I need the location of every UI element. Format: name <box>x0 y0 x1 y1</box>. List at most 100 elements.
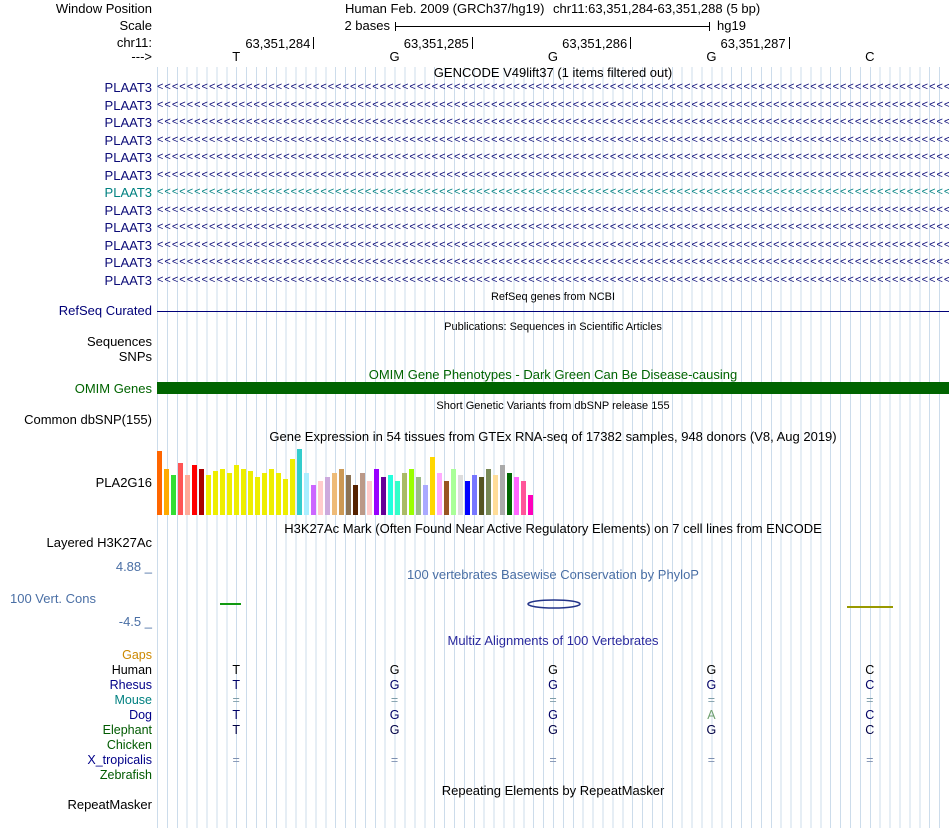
refseq-curated-label[interactable]: RefSeq Curated <box>58 303 152 318</box>
repeatmasker-label[interactable]: RepeatMasker <box>67 797 152 812</box>
gtex-tissue-bar[interactable] <box>451 469 456 515</box>
alignment-species-label[interactable]: Chicken <box>106 738 152 752</box>
gtex-tissue-bar[interactable] <box>304 473 309 515</box>
layered-h3k27ac-label[interactable]: Layered H3K27Ac <box>46 535 152 550</box>
gtex-tissue-bar[interactable] <box>360 473 365 515</box>
gtex-tissue-bar[interactable] <box>507 473 512 515</box>
alignment-species-label[interactable]: Human <box>111 663 152 677</box>
conservation-track-title[interactable]: 100 vertebrates Basewise Conservation by… <box>407 567 699 582</box>
gencode-transcript-arrows[interactable]: <<<<<<<<<<<<<<<<<<<<<<<<<<<<<<<<<<<<<<<<… <box>157 98 949 111</box>
gtex-tissue-bar[interactable] <box>234 465 239 515</box>
gtex-tissue-bar[interactable] <box>276 473 281 515</box>
alignment-species-label[interactable]: X_tropicalis <box>87 753 152 767</box>
gencode-transcript-label[interactable]: PLAAT3 <box>104 272 152 288</box>
gtex-tissue-bar[interactable] <box>227 473 232 515</box>
gencode-transcript-arrows[interactable]: <<<<<<<<<<<<<<<<<<<<<<<<<<<<<<<<<<<<<<<<… <box>157 81 949 93</box>
gtex-tissue-bar[interactable] <box>374 469 379 515</box>
gtex-tissue-bar[interactable] <box>192 465 197 515</box>
alignment-species-label[interactable]: Elephant <box>102 723 152 737</box>
gtex-tissue-bar[interactable] <box>283 479 288 515</box>
gencode-transcript-arrows[interactable]: <<<<<<<<<<<<<<<<<<<<<<<<<<<<<<<<<<<<<<<<… <box>157 238 949 251</box>
gencode-transcript-label[interactable]: PLAAT3 <box>104 237 152 253</box>
alignment-species-label[interactable]: Gaps <box>122 648 152 662</box>
gtex-tissue-bar[interactable] <box>472 475 477 515</box>
gencode-transcript-arrows[interactable]: <<<<<<<<<<<<<<<<<<<<<<<<<<<<<<<<<<<<<<<<… <box>157 116 949 128</box>
common-dbsnp-label[interactable]: Common dbSNP(155) <box>24 412 152 427</box>
gtex-tissue-bar[interactable] <box>458 475 463 515</box>
gtex-tissue-bar[interactable] <box>269 469 274 515</box>
gencode-transcript-arrows[interactable]: <<<<<<<<<<<<<<<<<<<<<<<<<<<<<<<<<<<<<<<<… <box>157 273 949 286</box>
gencode-transcript-label[interactable]: PLAAT3 <box>104 80 152 95</box>
gtex-tissue-bar[interactable] <box>185 475 190 515</box>
snps-track-label[interactable]: SNPs <box>118 349 152 364</box>
conservation-track-label[interactable]: 100 Vert. Cons <box>10 591 96 606</box>
gtex-tissue-bar[interactable] <box>339 469 344 515</box>
h3k27ac-track-title[interactable]: H3K27Ac Mark (Often Found Near Active Re… <box>284 521 822 536</box>
gtex-tissue-bar[interactable] <box>199 469 204 515</box>
gtex-tissue-bar[interactable] <box>262 473 267 515</box>
gtex-tissue-bar[interactable] <box>409 469 414 515</box>
gtex-tissue-bar[interactable] <box>514 477 519 515</box>
omim-genes-label[interactable]: OMIM Genes <box>74 381 152 396</box>
gtex-tissue-bar[interactable] <box>318 481 323 515</box>
refseq-track-title[interactable]: RefSeq genes from NCBI <box>490 291 616 303</box>
gtex-tissue-bar[interactable] <box>255 477 260 515</box>
gtex-tissue-bar[interactable] <box>500 465 505 515</box>
gtex-tissue-bar[interactable] <box>381 477 386 515</box>
gtex-tissue-bar[interactable] <box>171 475 176 515</box>
gencode-transcript-label[interactable]: PLAAT3 <box>104 255 152 270</box>
gtex-tissue-bar[interactable] <box>479 477 484 515</box>
gtex-tissue-bar[interactable] <box>297 449 302 515</box>
gencode-transcript-arrows[interactable]: <<<<<<<<<<<<<<<<<<<<<<<<<<<<<<<<<<<<<<<<… <box>157 133 949 146</box>
gencode-track-title[interactable]: GENCODE V49lift37 (1 items filtered out) <box>433 65 673 80</box>
gencode-transcript-label[interactable]: PLAAT3 <box>104 97 152 113</box>
omim-track-title[interactable]: OMIM Gene Phenotypes - Dark Green Can Be… <box>368 367 738 382</box>
gtex-tissue-bar[interactable] <box>395 481 400 515</box>
gtex-tissue-bar[interactable] <box>465 481 470 515</box>
refseq-gene-line[interactable] <box>157 311 949 312</box>
sequences-track-label[interactable]: Sequences <box>86 334 152 349</box>
alignment-species-label[interactable]: Rhesus <box>109 678 152 692</box>
gencode-transcript-arrows[interactable]: <<<<<<<<<<<<<<<<<<<<<<<<<<<<<<<<<<<<<<<<… <box>157 203 949 216</box>
gtex-tissue-bar[interactable] <box>388 475 393 515</box>
gencode-transcript-arrows[interactable]: <<<<<<<<<<<<<<<<<<<<<<<<<<<<<<<<<<<<<<<<… <box>157 256 949 268</box>
alignment-species-label[interactable]: Zebrafish <box>99 768 152 782</box>
gtex-tissue-bar[interactable] <box>430 457 435 515</box>
gtex-tissue-bar[interactable] <box>248 471 253 515</box>
gtex-tissue-bar[interactable] <box>157 451 162 515</box>
gtex-tissue-bar[interactable] <box>367 481 372 515</box>
repeatmasker-track-title[interactable]: Repeating Elements by RepeatMasker <box>441 783 665 798</box>
gtex-tissue-bar[interactable] <box>290 459 295 515</box>
gtex-tissue-bar[interactable] <box>241 469 246 515</box>
gencode-transcript-arrows[interactable]: <<<<<<<<<<<<<<<<<<<<<<<<<<<<<<<<<<<<<<<<… <box>157 221 949 233</box>
alignment-species-label[interactable]: Dog <box>129 708 152 722</box>
gtex-tissue-bar[interactable] <box>325 477 330 515</box>
gencode-transcript-arrows[interactable]: <<<<<<<<<<<<<<<<<<<<<<<<<<<<<<<<<<<<<<<<… <box>157 151 949 163</box>
gencode-transcript-arrows[interactable]: <<<<<<<<<<<<<<<<<<<<<<<<<<<<<<<<<<<<<<<<… <box>157 186 949 198</box>
alignment-species-label[interactable]: Mouse <box>114 693 152 707</box>
gencode-transcript-arrows[interactable]: <<<<<<<<<<<<<<<<<<<<<<<<<<<<<<<<<<<<<<<<… <box>157 168 949 181</box>
gtex-tissue-bar[interactable] <box>311 485 316 515</box>
gtex-tissue-bar[interactable] <box>444 481 449 515</box>
gtex-tissue-bar[interactable] <box>521 481 526 515</box>
gtex-tissue-bar[interactable] <box>416 477 421 515</box>
gencode-transcript-label[interactable]: PLAAT3 <box>104 132 152 148</box>
gtex-tissue-bar[interactable] <box>220 469 225 515</box>
gtex-tissue-bar[interactable] <box>206 475 211 515</box>
gencode-transcript-label[interactable]: PLAAT3 <box>104 185 152 200</box>
dbsnp-track-title[interactable]: Short Genetic Variants from dbSNP releas… <box>436 400 670 412</box>
omim-gene-bar[interactable] <box>157 382 949 394</box>
gtex-tissue-bar[interactable] <box>346 475 351 515</box>
gencode-transcript-label[interactable]: PLAAT3 <box>104 167 152 183</box>
gtex-tissue-bar[interactable] <box>178 463 183 515</box>
gtex-tissue-bar[interactable] <box>353 485 358 515</box>
gtex-tissue-bar[interactable] <box>486 469 491 515</box>
multiz-track-title[interactable]: Multiz Alignments of 100 Vertebrates <box>447 633 659 648</box>
gtex-tissue-bar[interactable] <box>493 475 498 515</box>
gtex-track-title[interactable]: Gene Expression in 54 tissues from GTEx … <box>269 429 837 444</box>
gencode-transcript-label[interactable]: PLAAT3 <box>104 150 152 165</box>
gtex-tissue-bar[interactable] <box>213 471 218 515</box>
gtex-tissue-bar[interactable] <box>332 473 337 515</box>
gtex-gene-label[interactable]: PLA2G16 <box>95 475 152 490</box>
gtex-tissue-bar[interactable] <box>402 473 407 515</box>
